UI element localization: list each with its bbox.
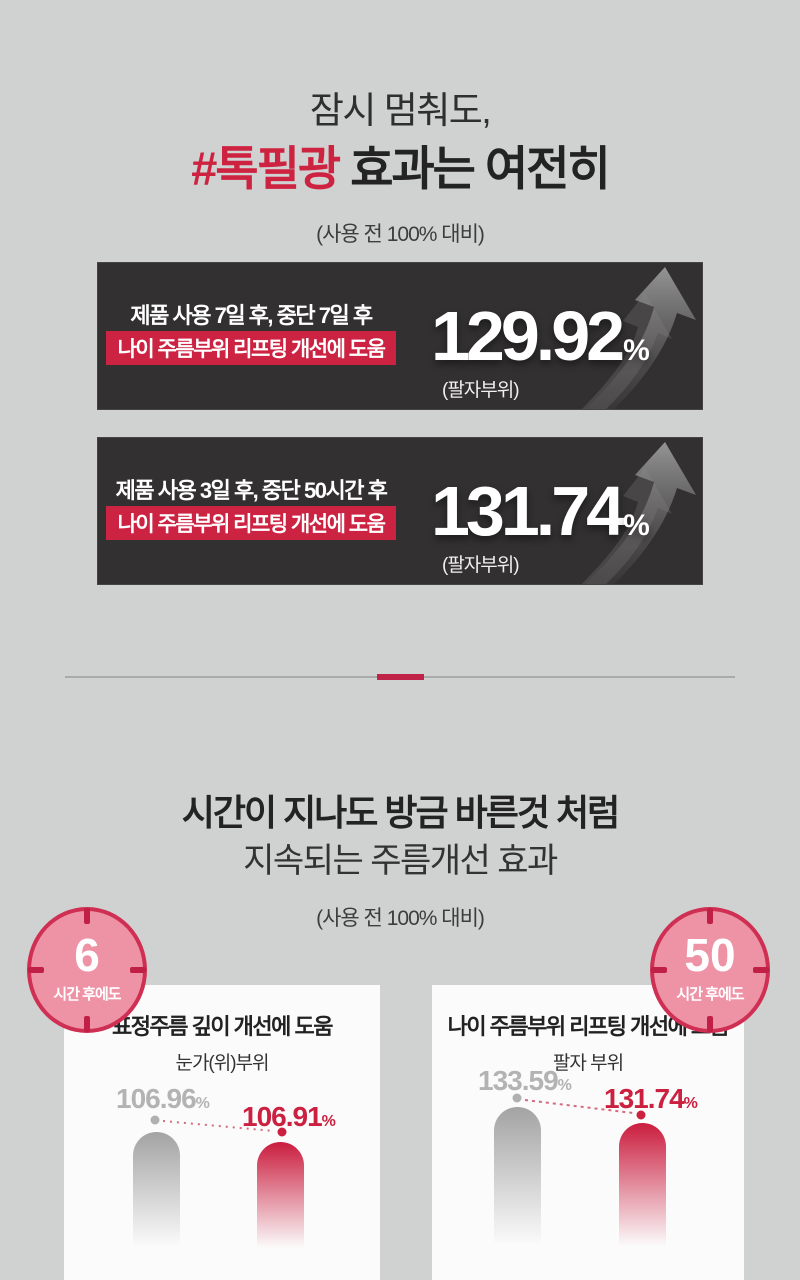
after-dot	[277, 1127, 287, 1137]
clock-badge-50h: 50 시간 후에도	[650, 907, 770, 1033]
connector-overlay	[150, 1115, 287, 1137]
before-value-unit: %	[557, 1077, 572, 1094]
connector-line	[162, 1120, 275, 1132]
after-value-unit: %	[321, 1113, 336, 1130]
after-dot	[636, 1110, 646, 1120]
banner-claim-badge: 나이 주름부위 리프팅 개선에 도움	[106, 331, 396, 365]
banner-value: 131.74%	[431, 476, 650, 546]
headline-hashtag: #톡필광	[191, 142, 341, 195]
headline-line2: #톡필광 효과는 여전히	[0, 130, 800, 199]
clock-tick-9	[28, 967, 44, 973]
before-value-number: 106.96	[116, 1083, 197, 1114]
connector-overlay	[512, 1093, 646, 1120]
before-value-label: 106.96%	[116, 1085, 210, 1113]
after-bar	[257, 1142, 304, 1257]
headline-rest: 효과는 여전히	[339, 142, 611, 195]
banner-condition: 제품 사용 3일 후, 중단 50시간 후	[115, 478, 388, 503]
clock-tick-6	[707, 1016, 713, 1032]
clock-number: 6	[74, 929, 100, 981]
chart-card-eye-wrinkle: 표정주름 깊이 개선에 도움 눈가(위)부위 106.96% 106.91%	[64, 985, 380, 1280]
section2-title-regular: 지속되는 주름개선 효과	[243, 842, 558, 880]
banner-area-label: (팔자부위)	[442, 380, 520, 401]
clock-tick-6	[84, 1016, 90, 1032]
banner-value-unit: %	[623, 509, 650, 542]
before-value-unit: %	[195, 1095, 210, 1112]
before-dot	[512, 1093, 522, 1103]
chart-subtitle: 팔자 부위	[552, 1053, 624, 1074]
chart-subtitle: 눈가(위)부위	[175, 1053, 269, 1074]
banner-value-number: 131.74	[431, 472, 625, 550]
clock-badge-6h: 6 시간 후에도	[27, 907, 147, 1033]
banner-value-number: 129.92	[431, 297, 625, 375]
up-arrow-icon	[581, 267, 696, 409]
clock-tick-12	[84, 908, 90, 924]
section-divider-accent	[377, 674, 424, 680]
connector-line	[524, 1099, 634, 1114]
clock-number: 50	[684, 929, 736, 981]
stat-banner-1: 제품 사용 7일 후, 중단 7일 후 나이 주름부위 리프팅 개선에 도움 1…	[97, 262, 703, 410]
before-bar	[133, 1132, 180, 1257]
up-arrow-icon	[581, 442, 696, 584]
clock-tick-12	[707, 908, 713, 924]
clock-label: 시간 후에도	[53, 986, 121, 1003]
before-value-label: 133.59%	[478, 1067, 572, 1095]
banner-value: 129.92%	[431, 301, 650, 371]
after-value-number: 106.91	[242, 1101, 323, 1132]
clock-label: 시간 후에도	[676, 986, 744, 1003]
clock-tick-3	[130, 967, 146, 973]
clock-tick-3	[753, 967, 769, 973]
section2-title-bold: 시간이 지나도 방금 바른것 처럼	[181, 792, 621, 833]
banner-claim-badge: 나이 주름부위 리프팅 개선에 도움	[106, 506, 396, 540]
before-dot	[150, 1115, 160, 1125]
headline-line1: 잠시 멈춰도,	[309, 90, 492, 131]
banner-value-unit: %	[623, 334, 650, 367]
after-value-label: 131.74%	[604, 1085, 698, 1113]
after-value-label: 106.91%	[242, 1103, 336, 1131]
baseline-note-bottom: (사용 전 100% 대비)	[316, 907, 485, 930]
banner-area-label: (팔자부위)	[442, 555, 520, 576]
up-arrow-front	[586, 442, 696, 584]
baseline-note-top: (사용 전 100% 대비)	[316, 223, 485, 246]
banner-condition: 제품 사용 7일 후, 중단 7일 후	[130, 303, 373, 328]
before-bar	[494, 1107, 541, 1257]
after-bar	[619, 1123, 666, 1257]
chart-title: 표정주름 깊이 개선에 도움	[112, 1014, 333, 1039]
up-arrow-front	[586, 267, 696, 409]
after-value-number: 131.74	[604, 1083, 685, 1114]
before-value-number: 133.59	[478, 1065, 559, 1096]
stat-banner-2: 제품 사용 3일 후, 중단 50시간 후 나이 주름부위 리프팅 개선에 도움…	[97, 437, 703, 585]
after-value-unit: %	[683, 1095, 698, 1112]
clock-tick-9	[651, 967, 667, 973]
